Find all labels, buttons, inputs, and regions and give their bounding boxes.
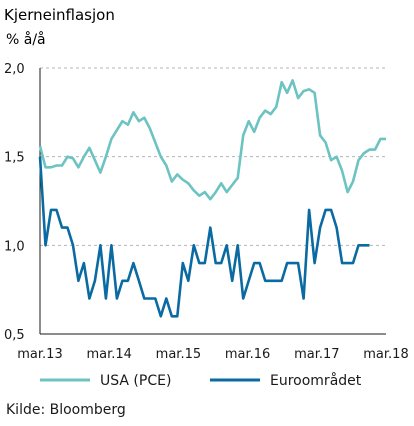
x-tick-labels: mar.13 mar.14 mar.15 mar.16 mar.17 mar.18 bbox=[17, 347, 408, 362]
x-tick-label: mar.17 bbox=[294, 347, 339, 362]
series-line-1 bbox=[38, 156, 370, 318]
chart-title: Kjerneinflasjon bbox=[4, 6, 115, 24]
legend: USA (PCE) Euroområdet bbox=[40, 372, 362, 389]
x-tick-label: mar.14 bbox=[86, 347, 131, 362]
series-line-0 bbox=[38, 79, 386, 201]
x-tick-label: mar.13 bbox=[17, 347, 62, 362]
legend-label-0: USA (PCE) bbox=[100, 373, 171, 389]
y-tick-labels: 2,0 1,5 1,0 0,5 bbox=[4, 62, 25, 343]
legend-label-1: Euroområdet bbox=[270, 372, 362, 389]
x-tick-label: mar.18 bbox=[363, 347, 408, 362]
y-tick-label: 1,5 bbox=[4, 151, 25, 166]
series-lines bbox=[38, 79, 386, 318]
y-tick-label: 1,0 bbox=[4, 239, 25, 254]
y-tick-label: 0,5 bbox=[4, 328, 25, 343]
x-tick-label: mar.16 bbox=[225, 347, 270, 362]
source-note: Kilde: Bloomberg bbox=[6, 402, 126, 418]
gridlines bbox=[39, 67, 386, 335]
y-axis-unit: % å/å bbox=[6, 31, 46, 48]
x-tick-label: mar.15 bbox=[156, 347, 201, 362]
y-tick-label: 2,0 bbox=[4, 62, 25, 77]
